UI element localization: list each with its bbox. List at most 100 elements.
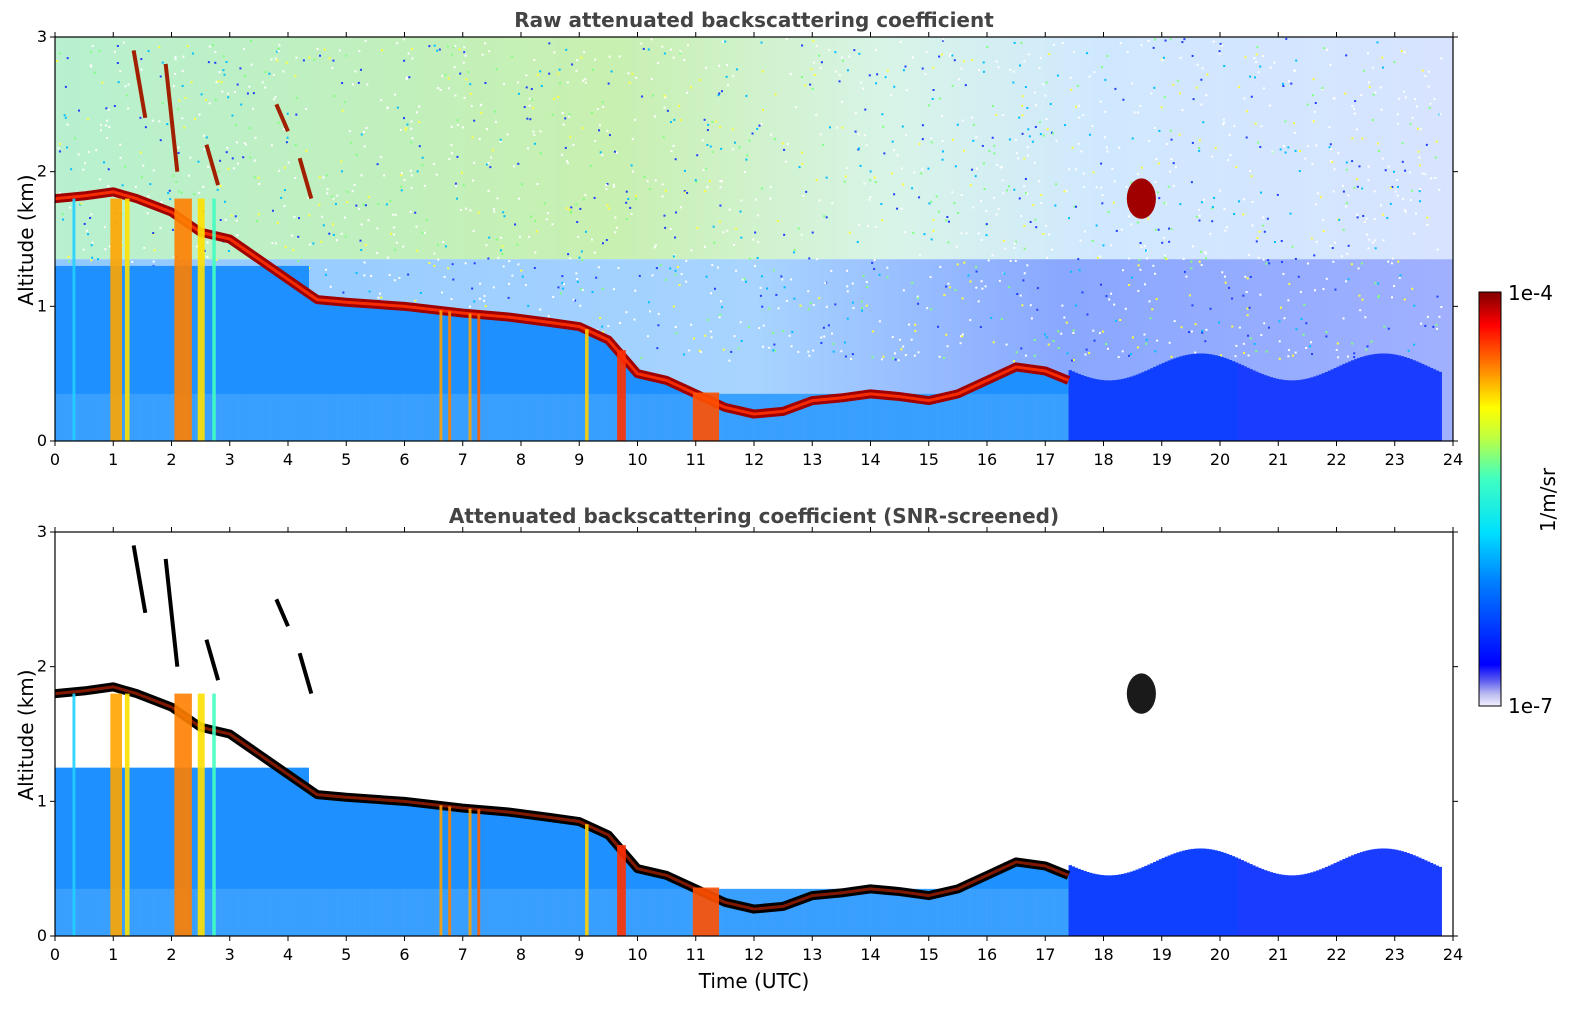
noise-dot <box>1282 82 1285 85</box>
noise-dot <box>333 95 336 98</box>
near-surface-aerosol <box>78 393 82 441</box>
noise-dot <box>1283 144 1286 147</box>
near-surface-aerosol <box>850 888 854 936</box>
near-surface-aerosol <box>608 888 612 936</box>
boundary-layer-column <box>1193 353 1198 441</box>
noise-dot <box>400 185 403 188</box>
boundary-layer-column <box>264 767 269 936</box>
near-surface-aerosol <box>917 888 921 936</box>
near-surface-aerosol <box>984 888 988 936</box>
noise-dot <box>747 326 750 329</box>
boundary-layer-column <box>1426 861 1431 936</box>
boundary-layer-column <box>1301 874 1306 936</box>
noise-dot <box>535 230 538 233</box>
noise-dot <box>739 321 742 324</box>
boundary-layer-column <box>1068 370 1073 441</box>
noise-dot <box>1026 154 1029 157</box>
noise-dot <box>981 144 984 147</box>
noise-dot <box>1268 104 1271 107</box>
near-surface-aerosol <box>78 888 82 936</box>
boundary-layer-column <box>1295 875 1300 936</box>
boundary-layer-column <box>451 311 455 441</box>
noise-dot <box>74 137 77 140</box>
near-surface-aerosol <box>861 393 866 441</box>
boundary-layer-column <box>532 815 537 936</box>
bottom-panel-title: Attenuated backscattering coefficient (S… <box>448 504 1060 528</box>
boundary-layer-column <box>299 767 304 936</box>
noise-dot <box>938 55 941 58</box>
noise-dot <box>589 164 592 167</box>
noise-dot <box>857 223 860 226</box>
noise-dot <box>1434 176 1437 179</box>
near-surface-aerosol <box>133 393 138 441</box>
noise-dot <box>1402 90 1405 93</box>
noise-dot <box>854 111 857 114</box>
noise-dot <box>1027 128 1030 131</box>
noise-dot <box>891 140 894 143</box>
near-surface-aerosol <box>803 888 808 936</box>
noise-dot <box>1121 350 1124 353</box>
boundary-layer-column <box>1103 380 1108 441</box>
noise-dot <box>1024 354 1027 357</box>
noise-dot <box>1063 316 1066 319</box>
boundary-layer-column <box>474 314 478 441</box>
boundary-layer-column <box>1077 373 1081 441</box>
noise-dot <box>1310 237 1313 240</box>
boundary-layer-column <box>1088 872 1093 936</box>
noise-dot <box>1088 352 1091 355</box>
noise-dot <box>1003 272 1006 275</box>
noise-dot <box>938 355 941 358</box>
noise-dot <box>782 330 785 333</box>
noise-dot <box>530 88 533 91</box>
noise-dot <box>386 106 389 109</box>
noise-dot <box>972 206 975 209</box>
noise-dot <box>873 259 876 262</box>
noise-dot <box>197 160 200 163</box>
noise-dot <box>819 66 822 69</box>
noise-dot <box>961 297 964 300</box>
noise-dot <box>271 242 274 245</box>
noise-dot <box>745 158 748 161</box>
noise-dot <box>1172 185 1175 188</box>
noise-dot <box>1018 116 1021 119</box>
noise-dot <box>683 190 686 193</box>
boundary-layer-column <box>331 300 336 441</box>
noise-dot <box>954 165 957 168</box>
noise-dot <box>651 94 654 97</box>
noise-dot <box>457 123 460 126</box>
noise-dot <box>418 105 421 108</box>
noise-dot <box>548 42 551 45</box>
noise-dot <box>1042 134 1045 137</box>
noise-dot <box>912 231 915 234</box>
noise-dot <box>858 52 861 55</box>
near-surface-aerosol <box>360 888 365 936</box>
noise-dot <box>294 144 297 147</box>
noise-dot <box>929 276 932 279</box>
noise-dot <box>704 167 707 170</box>
noise-dot <box>1368 238 1371 241</box>
noise-dot <box>1371 241 1374 244</box>
noise-dot <box>1023 157 1026 160</box>
noise-dot <box>1291 245 1294 248</box>
noise-dot <box>1131 276 1134 279</box>
boundary-layer-column <box>81 265 85 441</box>
near-surface-aerosol <box>736 888 741 936</box>
near-surface-aerosol <box>419 393 423 441</box>
x-tick-label: 8 <box>516 450 526 469</box>
near-surface-aerosol <box>474 393 478 441</box>
noise-dot <box>1267 326 1270 329</box>
noise-dot <box>1115 319 1118 322</box>
boundary-layer-column <box>194 767 199 936</box>
noise-dot <box>893 148 896 151</box>
boundary-layer-column <box>154 767 158 936</box>
near-surface-aerosol <box>285 888 289 936</box>
noise-dot <box>1435 140 1438 143</box>
noise-dot <box>127 83 130 86</box>
boundary-layer-column <box>130 265 135 441</box>
noise-dot <box>580 56 583 59</box>
x-tick-label: 19 <box>1152 945 1172 964</box>
noise-dot <box>988 150 991 153</box>
noise-dot <box>477 211 480 214</box>
near-surface-aerosol <box>905 393 909 441</box>
near-surface-aerosol <box>940 393 944 441</box>
